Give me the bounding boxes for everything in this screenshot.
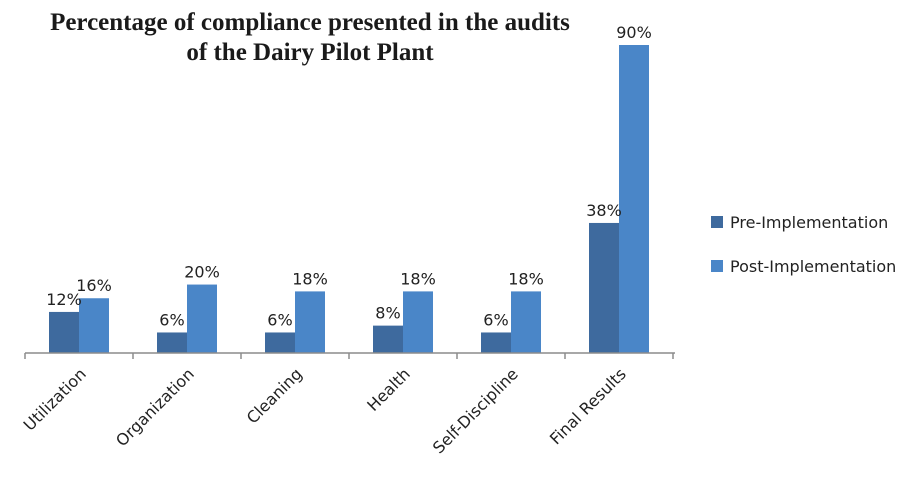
- category-label: Final Results: [546, 364, 630, 448]
- data-label: 8%: [375, 304, 400, 323]
- data-label: 12%: [46, 290, 82, 309]
- data-label: 20%: [184, 263, 220, 282]
- bar-pre-utilization: [49, 311, 79, 353]
- category-label: Health: [363, 364, 414, 415]
- category-label: Self-Discipline: [429, 364, 522, 457]
- bar-post-utilization: [79, 298, 109, 353]
- data-label: 16%: [76, 276, 112, 295]
- data-label: 6%: [483, 310, 508, 329]
- data-label: 90%: [616, 23, 652, 42]
- legend-label: Pre-Implementation: [730, 213, 888, 232]
- bar-post-self-discipline: [511, 291, 541, 353]
- category-label: Utilization: [20, 364, 90, 434]
- chart-title: Percentage of compliance presented in th…: [50, 9, 570, 66]
- bar-pre-self-discipline: [481, 332, 511, 353]
- category-label: Organization: [112, 364, 198, 450]
- data-labels: 12%16%6%20%6%18%8%18%6%18%38%90%: [46, 23, 652, 329]
- legend: Pre-Implementation Post-Implementation: [711, 213, 896, 276]
- legend-swatch-pre: [711, 216, 723, 228]
- legend-label: Post-Implementation: [730, 257, 896, 276]
- bar-post-health: [403, 291, 433, 353]
- bar-pre-health: [373, 325, 403, 353]
- data-label: 38%: [586, 201, 622, 220]
- bar-pre-cleaning: [265, 332, 295, 353]
- bar-post-final-results: [619, 45, 649, 353]
- bar-post-organization: [187, 284, 217, 353]
- category-label: Cleaning: [243, 364, 306, 427]
- data-label: 18%: [292, 269, 328, 288]
- data-label: 6%: [159, 310, 184, 329]
- legend-swatch-post: [711, 260, 723, 272]
- bars-layer: [49, 45, 649, 353]
- data-label: 18%: [508, 269, 544, 288]
- bar-pre-final-results: [589, 222, 619, 353]
- bar-post-cleaning: [295, 291, 325, 353]
- data-label: 18%: [400, 269, 436, 288]
- data-label: 6%: [267, 310, 292, 329]
- category-labels: Utilization Organization Cleaning Health Sel…: [20, 364, 630, 457]
- tick-marks: [24, 353, 674, 359]
- bar-pre-organization: [157, 332, 187, 353]
